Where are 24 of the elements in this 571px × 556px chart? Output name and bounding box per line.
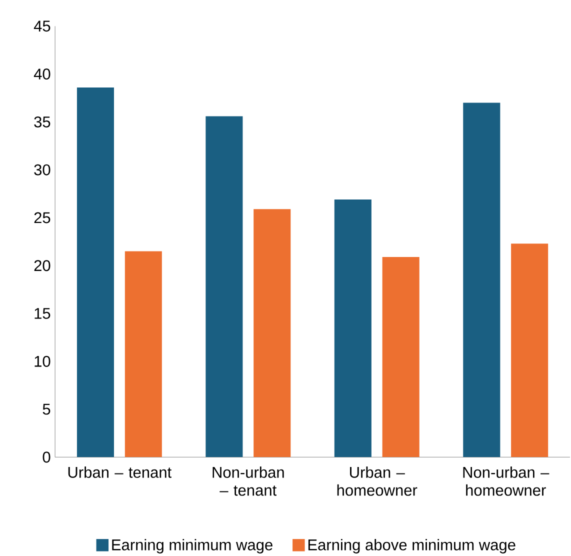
y-tick-label: 10 <box>34 356 50 367</box>
bar <box>382 256 420 458</box>
bar <box>254 209 291 458</box>
y-tick-label: 40 <box>34 68 50 80</box>
bar <box>76 87 114 458</box>
x-tick-label: Non-urban – tenant <box>212 466 284 496</box>
y-tick-label: 35 <box>34 116 50 128</box>
bar <box>463 102 500 458</box>
bar <box>206 116 243 458</box>
bar <box>124 251 162 458</box>
x-tick-label: Urban – homeowner <box>337 466 418 496</box>
y-tick-label: 0 <box>42 452 50 463</box>
y-tick-label: 45 <box>34 20 50 32</box>
x-tick-label: Urban – tenant <box>68 466 172 478</box>
y-tick-label: 5 <box>42 404 50 415</box>
x-tick-label: Non-urban – homeowner <box>463 466 550 496</box>
y-tick-label: 20 <box>34 260 50 272</box>
y-tick-label: 25 <box>34 212 50 224</box>
legend-label: Earning above minimum wage <box>308 538 516 554</box>
bar <box>334 200 372 458</box>
legend-label: Earning minimum wage <box>112 538 272 554</box>
bar <box>511 244 548 458</box>
y-tick-label: 15 <box>34 308 50 319</box>
y-tick-label: 30 <box>34 164 50 176</box>
